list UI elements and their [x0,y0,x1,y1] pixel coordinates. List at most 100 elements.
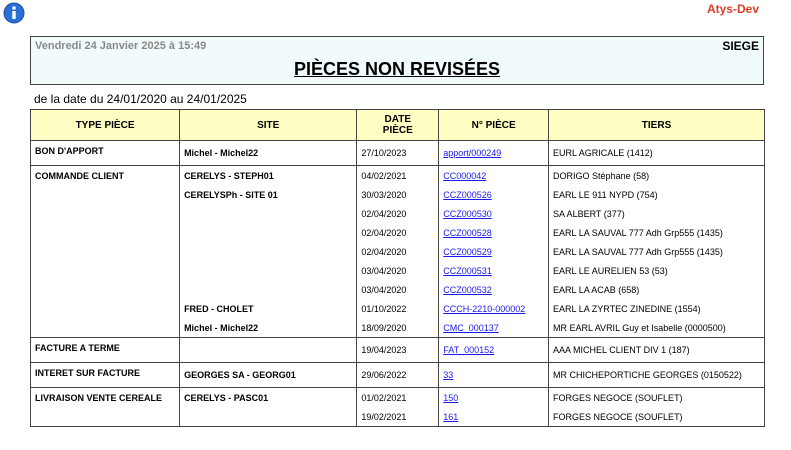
report-table: TYPE PIÈCE SITE DATE PIÈCE N° PIÈCE TIERS BO… [29,109,765,427]
piece-cell: CMC_000137 [438,318,550,338]
piece-link[interactable]: CCZ000531 [443,265,492,276]
piece-cell: CCZ000526 [438,185,550,204]
piece-cell: CCZ000532 [438,280,550,299]
table-row: FRED - CHOLET 01/10/2022 CCCH-2210-000002 E… [31,299,765,318]
report-period: de la date du 24/01/2020 au 24/01/2025 [34,92,247,106]
piece-cell: 33 [438,362,550,388]
info-icon[interactable] [3,2,25,24]
table-row: FACTURE A TERME 19/04/2023 FAT_000152 AAA M… [29,337,765,363]
site-cell [179,204,358,223]
tiers-cell: EURL AGRICALE (1412) [548,140,765,166]
column-header: N° PIÈCE [438,109,550,141]
type-cell: INTERET SUR FACTURE [29,362,181,388]
app-name: Atys-Dev [706,2,759,16]
table-row: BON D'APPORT Michel - Michel22 27/10/2023 a… [29,140,765,166]
column-header: DATE PIÈCE [356,109,440,141]
site-cell: Michel - Michel22 [179,140,358,166]
site-cell: FRED - CHOLET [179,299,358,318]
piece-cell: CCCH-2210-000002 [438,299,550,318]
site-cell [179,337,358,363]
piece-cell: CCZ000529 [438,242,550,261]
piece-link[interactable]: 150 [443,392,459,403]
site-cell [179,280,358,299]
column-header: TYPE PIÈCE [29,109,181,141]
piece-link[interactable]: FAT_000152 [443,345,495,355]
report-site: SIEGE [722,39,759,53]
site-cell [179,407,358,427]
piece-link[interactable]: CCZ000526 [443,189,492,200]
type-cell: BON D'APPORT [29,140,181,166]
piece-cell: apport/000249 [438,140,550,166]
site-cell: GEORGES SA - GEORG01 [179,362,358,388]
table-row: COMMANDE CLIENT CERELYS - STEPH01 04/02/20… [29,165,765,338]
table-row: CERELYSPh - SITE 01 30/03/2020 CCZ000526 EA… [31,185,765,204]
date-cell: 02/04/2020 [356,204,440,223]
site-cell [179,223,358,242]
site-cell: Michel - Michel22 [179,318,358,338]
date-cell: 18/09/2020 [356,318,440,338]
table-row: 02/04/2020 CCZ000529 EARL LA SAUVAL 777 Ad… [31,242,765,261]
column-header: TIERS [548,109,765,141]
piece-link[interactable]: 33 [443,370,454,380]
tiers-cell: EARL LA ACAB (658) [548,280,765,299]
table-row: 19/02/2021 161 FORGES NEGOCE (SOUFLET) [31,407,765,427]
tiers-cell: MR CHICHEPORTICHE GEORGES (0150522) [548,362,765,388]
table-row: INTERET SUR FACTURE GEORGES SA - GEORG01 2… [29,362,765,388]
date-cell: 03/04/2020 [356,280,440,299]
date-cell: 01/02/2021 [356,387,440,407]
piece-link[interactable]: apport/000249 [443,148,502,158]
date-cell: 02/04/2020 [356,242,440,261]
piece-link[interactable]: CC000042 [443,170,487,181]
tiers-cell: EARL LA SAUVAL 777 Adh Grp555 (1435) [548,223,765,242]
site-cell: CERELYS - STEPH01 [179,165,358,185]
type-cell: COMMANDE CLIENT [29,165,181,338]
table-row: 03/04/2020 CCZ000532 EARL LA ACAB (658) [31,280,765,299]
piece-link[interactable]: 161 [443,411,459,422]
tiers-cell: EARL LA ZYRTEC ZINEDINE (1554) [548,299,765,318]
date-cell: 19/02/2021 [356,407,440,427]
tiers-cell: MR EARL AVRIL Guy et Isabelle (0000500) [548,318,765,338]
site-cell: CERELYS - PASC01 [179,387,358,407]
date-cell: 29/06/2022 [356,362,440,388]
piece-cell: CCZ000530 [438,204,550,223]
piece-cell: 161 [438,407,550,427]
tiers-cell: DORIGO Stéphane (58) [548,165,765,185]
tiers-cell: EARL LE 911 NYPD (754) [548,185,765,204]
date-cell: 01/10/2022 [356,299,440,318]
table-row: 02/04/2020 CCZ000528 EARL LA SAUVAL 777 Ad… [31,223,765,242]
report-title: PIÈCES NON REVISÉES [293,59,501,79]
tiers-cell: FORGES NEGOCE (SOUFLET) [548,407,765,427]
piece-link[interactable]: CCZ000529 [443,246,492,257]
site-cell [179,242,358,261]
table-row: LIVRAISON VENTE CEREALE CERELYS - PASC01 0… [29,387,765,427]
piece-cell: CCZ000528 [438,223,550,242]
report-datetime: Vendredi 24 Janvier 2025 à 15:49 [35,40,207,52]
site-cell: CERELYSPh - SITE 01 [179,185,358,204]
piece-link[interactable]: CMC_000137 [443,322,499,333]
tiers-cell: AAA MICHEL CLIENT DIV 1 (187) [548,337,765,363]
table-row: 03/04/2020 CCZ000531 EARL LE AURELIEN 53 (… [31,261,765,280]
report-header: Vendredi 24 Janvier 2025 à 15:49 SIEGE P… [30,36,764,85]
piece-cell: CCZ000531 [438,261,550,280]
date-cell: 27/10/2023 [356,140,440,166]
piece-cell: FAT_000152 [438,337,550,363]
column-header: SITE [179,109,358,141]
piece-link[interactable]: CCCH-2210-000002 [443,303,526,314]
table-row: 02/04/2020 CCZ000530 SA ALBERT (377) [31,204,765,223]
piece-link[interactable]: CCZ000532 [443,284,492,295]
piece-link[interactable]: CCZ000528 [443,227,492,238]
tiers-cell: FORGES NEGOCE (SOUFLET) [548,387,765,407]
date-cell: 30/03/2020 [356,185,440,204]
type-cell: LIVRAISON VENTE CEREALE [29,387,181,427]
piece-cell: 150 [438,387,550,407]
date-cell: 19/04/2023 [356,337,440,363]
date-cell: 04/02/2021 [356,165,440,185]
table-row: Michel - Michel22 18/09/2020 CMC_000137 MR … [31,318,765,338]
tiers-cell: SA ALBERT (377) [548,204,765,223]
type-cell: FACTURE A TERME [29,337,181,363]
site-cell [179,261,358,280]
tiers-cell: EARL LE AURELIEN 53 (53) [548,261,765,280]
date-cell: 03/04/2020 [356,261,440,280]
piece-link[interactable]: CCZ000530 [443,208,492,219]
